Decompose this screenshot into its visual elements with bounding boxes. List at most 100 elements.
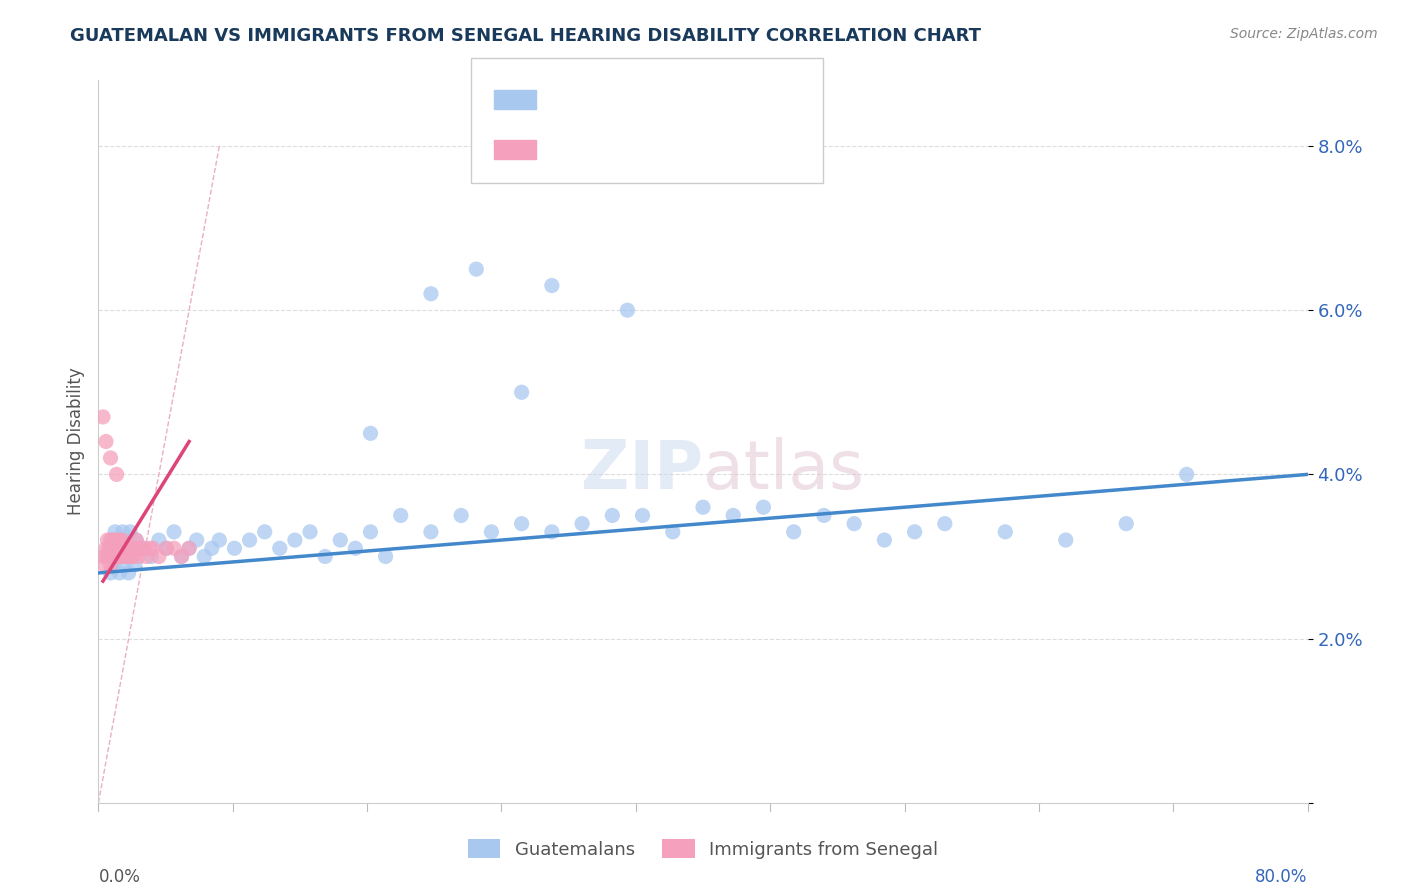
Point xyxy=(179,541,201,556)
Point xyxy=(155,541,177,556)
Text: 71: 71 xyxy=(665,91,690,109)
Point xyxy=(91,409,114,424)
Point xyxy=(142,541,165,556)
Point xyxy=(329,533,352,547)
Point xyxy=(98,541,121,556)
Point xyxy=(108,566,131,580)
Point xyxy=(105,467,128,482)
Point xyxy=(111,524,134,539)
Point xyxy=(139,541,162,556)
Point xyxy=(104,524,127,539)
Point xyxy=(122,549,145,564)
Point xyxy=(1115,516,1137,531)
Point xyxy=(616,303,638,318)
Point xyxy=(111,541,134,556)
Point xyxy=(111,533,134,547)
Point xyxy=(104,549,127,564)
Point xyxy=(124,558,146,572)
Point xyxy=(224,541,246,556)
Point xyxy=(148,549,170,564)
Point xyxy=(1175,467,1198,482)
Point xyxy=(155,541,177,556)
Point xyxy=(103,549,125,564)
Point xyxy=(510,516,533,531)
Point xyxy=(540,278,562,293)
Point xyxy=(124,541,146,556)
Point xyxy=(450,508,472,523)
Point xyxy=(114,549,136,564)
Point xyxy=(186,533,208,547)
Point xyxy=(98,541,121,556)
Text: R =: R = xyxy=(546,140,585,159)
Point xyxy=(132,541,155,556)
Point xyxy=(420,524,443,539)
Point xyxy=(110,541,132,556)
Point xyxy=(110,533,132,547)
Point xyxy=(100,450,122,465)
Text: atlas: atlas xyxy=(703,437,863,503)
Point xyxy=(107,549,129,564)
Point xyxy=(170,549,193,564)
Point xyxy=(118,541,141,556)
Text: ZIP: ZIP xyxy=(581,437,703,503)
Text: Source: ZipAtlas.com: Source: ZipAtlas.com xyxy=(1230,27,1378,41)
Point xyxy=(101,533,124,547)
Point xyxy=(389,508,412,523)
Point xyxy=(103,533,125,547)
Point xyxy=(120,524,142,539)
Point xyxy=(314,549,336,564)
Point xyxy=(94,549,117,564)
Point xyxy=(481,524,503,539)
Point xyxy=(420,286,443,301)
Point xyxy=(269,541,291,556)
Point xyxy=(132,541,155,556)
Point xyxy=(571,516,593,531)
Point xyxy=(127,549,149,564)
Point xyxy=(103,558,125,572)
Point xyxy=(94,541,117,556)
Point xyxy=(108,549,131,564)
Point xyxy=(110,549,132,564)
Point xyxy=(344,541,367,556)
Point xyxy=(723,508,745,523)
Point xyxy=(121,541,143,556)
Point xyxy=(360,426,382,441)
Point xyxy=(994,524,1017,539)
Point xyxy=(100,533,122,547)
Point xyxy=(96,533,118,547)
Point xyxy=(201,541,224,556)
Point xyxy=(631,508,654,523)
Point xyxy=(107,541,129,556)
Point xyxy=(129,541,152,556)
Point xyxy=(121,549,143,564)
Point xyxy=(135,549,157,564)
Point xyxy=(1054,533,1077,547)
Point xyxy=(661,524,683,539)
Point xyxy=(170,549,193,564)
Point xyxy=(299,524,322,539)
Text: N =: N = xyxy=(626,140,678,159)
Text: GUATEMALAN VS IMMIGRANTS FROM SENEGAL HEARING DISABILITY CORRELATION CHART: GUATEMALAN VS IMMIGRANTS FROM SENEGAL HE… xyxy=(70,27,981,45)
Point xyxy=(510,385,533,400)
Point xyxy=(112,549,135,564)
Point xyxy=(465,262,488,277)
Legend: Guatemalans, Immigrants from Senegal: Guatemalans, Immigrants from Senegal xyxy=(461,832,945,866)
Point xyxy=(208,533,231,547)
Point xyxy=(360,524,382,539)
Point xyxy=(783,524,806,539)
Text: 0.181: 0.181 xyxy=(576,91,634,109)
Point xyxy=(104,541,127,556)
Point xyxy=(179,541,201,556)
Point xyxy=(163,541,186,556)
Text: 0.0%: 0.0% xyxy=(98,869,141,887)
Point xyxy=(105,549,128,564)
Point xyxy=(125,533,148,547)
Text: 80.0%: 80.0% xyxy=(1256,869,1308,887)
Point xyxy=(91,549,114,564)
Point xyxy=(239,533,262,547)
Y-axis label: Hearing Disability: Hearing Disability xyxy=(66,368,84,516)
Point xyxy=(107,541,129,556)
Point xyxy=(904,524,927,539)
Point xyxy=(148,533,170,547)
Point xyxy=(193,549,215,564)
